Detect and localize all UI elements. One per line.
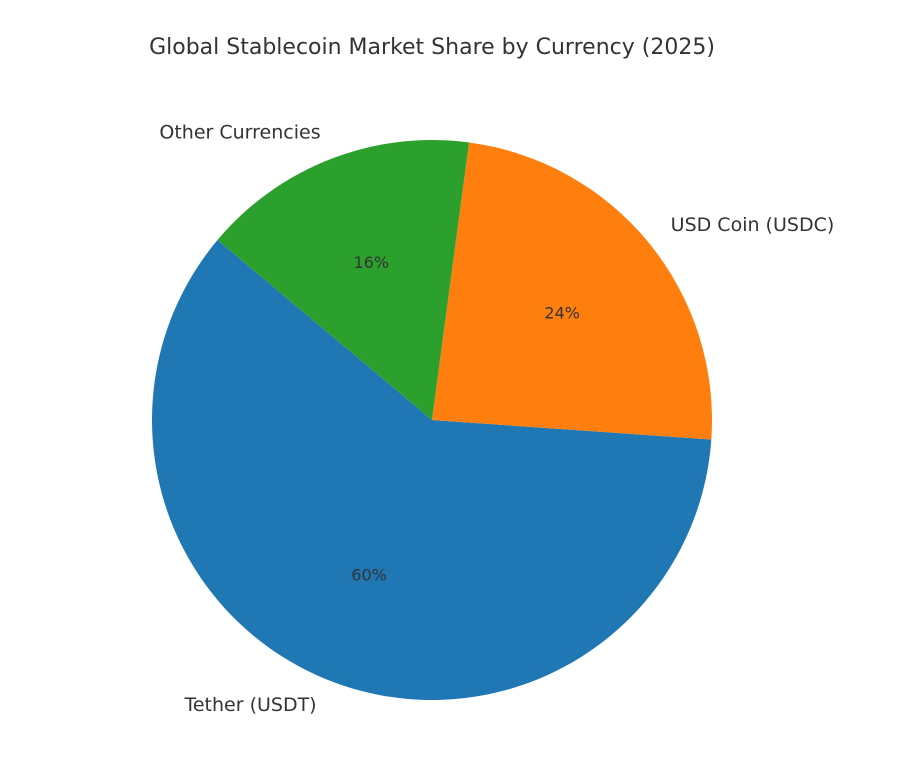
value-label: 24% bbox=[544, 303, 580, 322]
slice-label: Tether (USDT) bbox=[183, 694, 316, 716]
pie-slice bbox=[432, 142, 712, 440]
pie-slice bbox=[217, 140, 470, 420]
pie-slice bbox=[152, 240, 712, 700]
value-label: 60% bbox=[351, 565, 387, 584]
slice-label: USD Coin (USDC) bbox=[671, 214, 835, 236]
slice-label: Other Currencies bbox=[159, 121, 320, 143]
chart-title: Global Stablecoin Market Share by Curren… bbox=[149, 35, 715, 60]
value-label: 16% bbox=[353, 253, 389, 272]
